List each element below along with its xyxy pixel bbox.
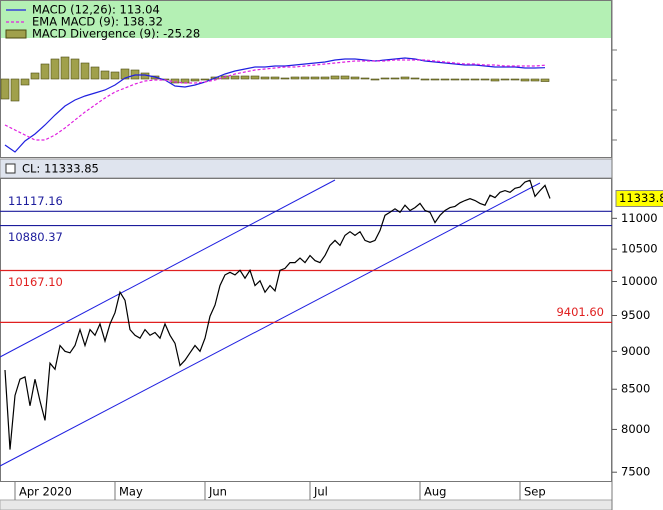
histogram-bar <box>320 76 330 80</box>
level-label: 9401.60 <box>556 305 604 319</box>
histogram-bar <box>500 78 510 81</box>
histogram-bar <box>240 75 250 80</box>
histogram-bar <box>0 78 10 100</box>
histogram-bar <box>260 76 270 80</box>
histogram-bar <box>190 78 200 82</box>
histogram-bar <box>410 77 420 80</box>
histogram-bar <box>120 68 130 80</box>
histogram-bar <box>530 78 540 82</box>
histogram-bar <box>360 77 370 80</box>
macd-plot <box>0 56 550 153</box>
histogram-bar <box>400 76 410 80</box>
histogram-bar <box>290 76 300 80</box>
histogram-bar <box>20 78 30 86</box>
y-tick-label: 10000 <box>621 274 658 288</box>
histogram-bar <box>230 75 240 80</box>
price-plot <box>0 179 612 450</box>
y-tick-label: 11000 <box>621 211 658 225</box>
histogram-bar <box>480 78 490 81</box>
histogram-bar <box>490 78 500 82</box>
y-tick-label: 8500 <box>621 382 650 396</box>
y-tick-label: 8000 <box>621 422 650 436</box>
last-price-box <box>615 190 663 208</box>
y-tick-label: 7500 <box>621 465 650 479</box>
last-price: 11333.85 <box>615 190 663 208</box>
histogram-bar <box>110 71 120 80</box>
histogram-bar <box>80 62 90 80</box>
x-tick-label: Jun <box>208 485 227 499</box>
x-tick-label: Sep <box>524 485 546 499</box>
histogram-bar <box>510 78 520 81</box>
histogram-bar <box>250 75 260 80</box>
histogram-bar <box>470 78 480 81</box>
histogram-bar <box>390 77 400 80</box>
macd-line <box>4 57 546 153</box>
histogram-bar <box>330 75 340 80</box>
channel-upper <box>0 179 336 358</box>
channel <box>0 179 541 467</box>
x-tick-label: May <box>119 485 143 499</box>
legend-swatch <box>5 29 27 39</box>
x-tick-label: Jul <box>313 485 328 499</box>
y-tick-label: 10500 <box>621 242 658 256</box>
histogram-bar <box>460 78 470 81</box>
level-label: 10880.37 <box>8 230 63 244</box>
histogram-bar <box>380 77 390 80</box>
x-tick-label: Apr 2020 <box>19 485 72 499</box>
header-icon <box>5 163 16 174</box>
macd-line <box>4 59 546 141</box>
histogram-bar <box>370 78 380 81</box>
legend-box <box>0 0 612 38</box>
histogram-bar <box>440 78 450 81</box>
histogram-bar <box>430 78 440 81</box>
legend-label: EMA MACD (9): 138.32 <box>32 15 163 29</box>
histogram-bar <box>340 75 350 80</box>
histogram-bar <box>30 72 40 80</box>
level-label: 10167.10 <box>8 275 63 289</box>
histogram-bar <box>300 76 310 80</box>
histogram-bar <box>100 70 110 80</box>
histogram-bar <box>270 76 280 80</box>
price-line <box>4 179 551 450</box>
histogram-bar <box>60 56 70 80</box>
histogram-bar <box>10 78 20 102</box>
y-tick-label: 9000 <box>621 344 650 358</box>
histogram-bar <box>520 78 530 82</box>
x-tick-label: Aug <box>424 485 446 499</box>
level-label: 11117.16 <box>8 194 63 208</box>
histogram-bar <box>50 58 60 80</box>
histogram-bar <box>540 78 550 82</box>
y-tick-label: 9500 <box>621 308 650 322</box>
histogram-bar <box>70 58 80 80</box>
channel-lower <box>0 182 541 467</box>
histogram-bar <box>310 76 320 80</box>
header-text: CL: 11333.85 <box>22 162 99 176</box>
last-price-label: 11333.85 <box>619 191 663 205</box>
histogram-bar <box>450 78 460 81</box>
legend-label: MACD Divergence (9): -25.28 <box>32 27 200 41</box>
legend-label: MACD (12,26): 113.04 <box>32 3 160 17</box>
histogram-bar <box>420 78 430 81</box>
histogram-bar <box>90 66 100 80</box>
histogram-bar <box>350 76 360 80</box>
histogram-bar <box>280 77 290 80</box>
scroll-strip <box>0 499 613 510</box>
histogram-bar <box>40 63 50 80</box>
histogram-bar <box>200 78 210 81</box>
